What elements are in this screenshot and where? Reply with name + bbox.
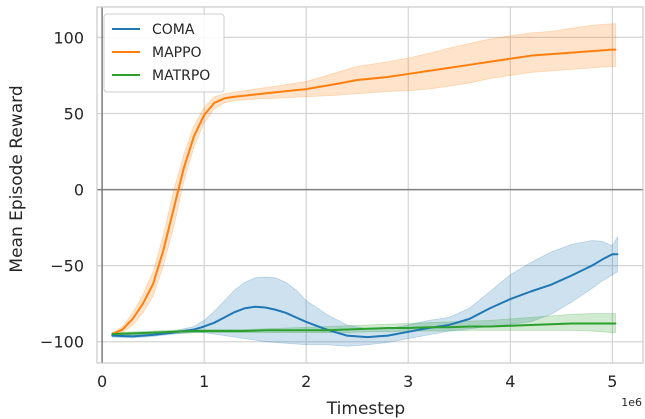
x-tick-label: 2 bbox=[301, 372, 311, 391]
y-axis-ticks: −100 −50 0 50 100 bbox=[40, 28, 84, 351]
legend-label-mappo: MAPPO bbox=[152, 45, 202, 61]
legend-label-coma: COMA bbox=[152, 22, 195, 38]
x-axis-ticks: 0 1 2 3 4 5 bbox=[97, 372, 617, 391]
y-tick-label: −50 bbox=[50, 257, 84, 276]
y-tick-label: 50 bbox=[64, 104, 84, 123]
y-axis-label: Mean Episode Reward bbox=[7, 85, 27, 272]
y-tick-label: −100 bbox=[40, 333, 84, 352]
legend: COMA MAPPO MATRPO bbox=[103, 13, 225, 93]
mappo-line bbox=[111, 48, 617, 336]
plot-frame bbox=[96, 6, 644, 364]
x-tick-label: 1 bbox=[199, 372, 209, 391]
matrpo-line bbox=[111, 322, 617, 336]
legend-label-matrpo: MATRPO bbox=[152, 68, 210, 84]
x-tick-label: 3 bbox=[403, 372, 413, 391]
x-tick-label: 0 bbox=[97, 372, 107, 391]
series-lines bbox=[111, 48, 619, 339]
x-tick-label: 5 bbox=[607, 372, 617, 391]
y-tick-label: 100 bbox=[53, 28, 84, 47]
y-tick-label: 0 bbox=[74, 181, 84, 200]
x-axis-label: Timestep bbox=[326, 399, 405, 419]
x-axis-offset-label: 1e6 bbox=[621, 396, 642, 409]
coma-band bbox=[111, 235, 618, 347]
mappo-band bbox=[111, 23, 616, 337]
x-tick-label: 4 bbox=[505, 372, 515, 391]
legend-box bbox=[103, 13, 225, 93]
